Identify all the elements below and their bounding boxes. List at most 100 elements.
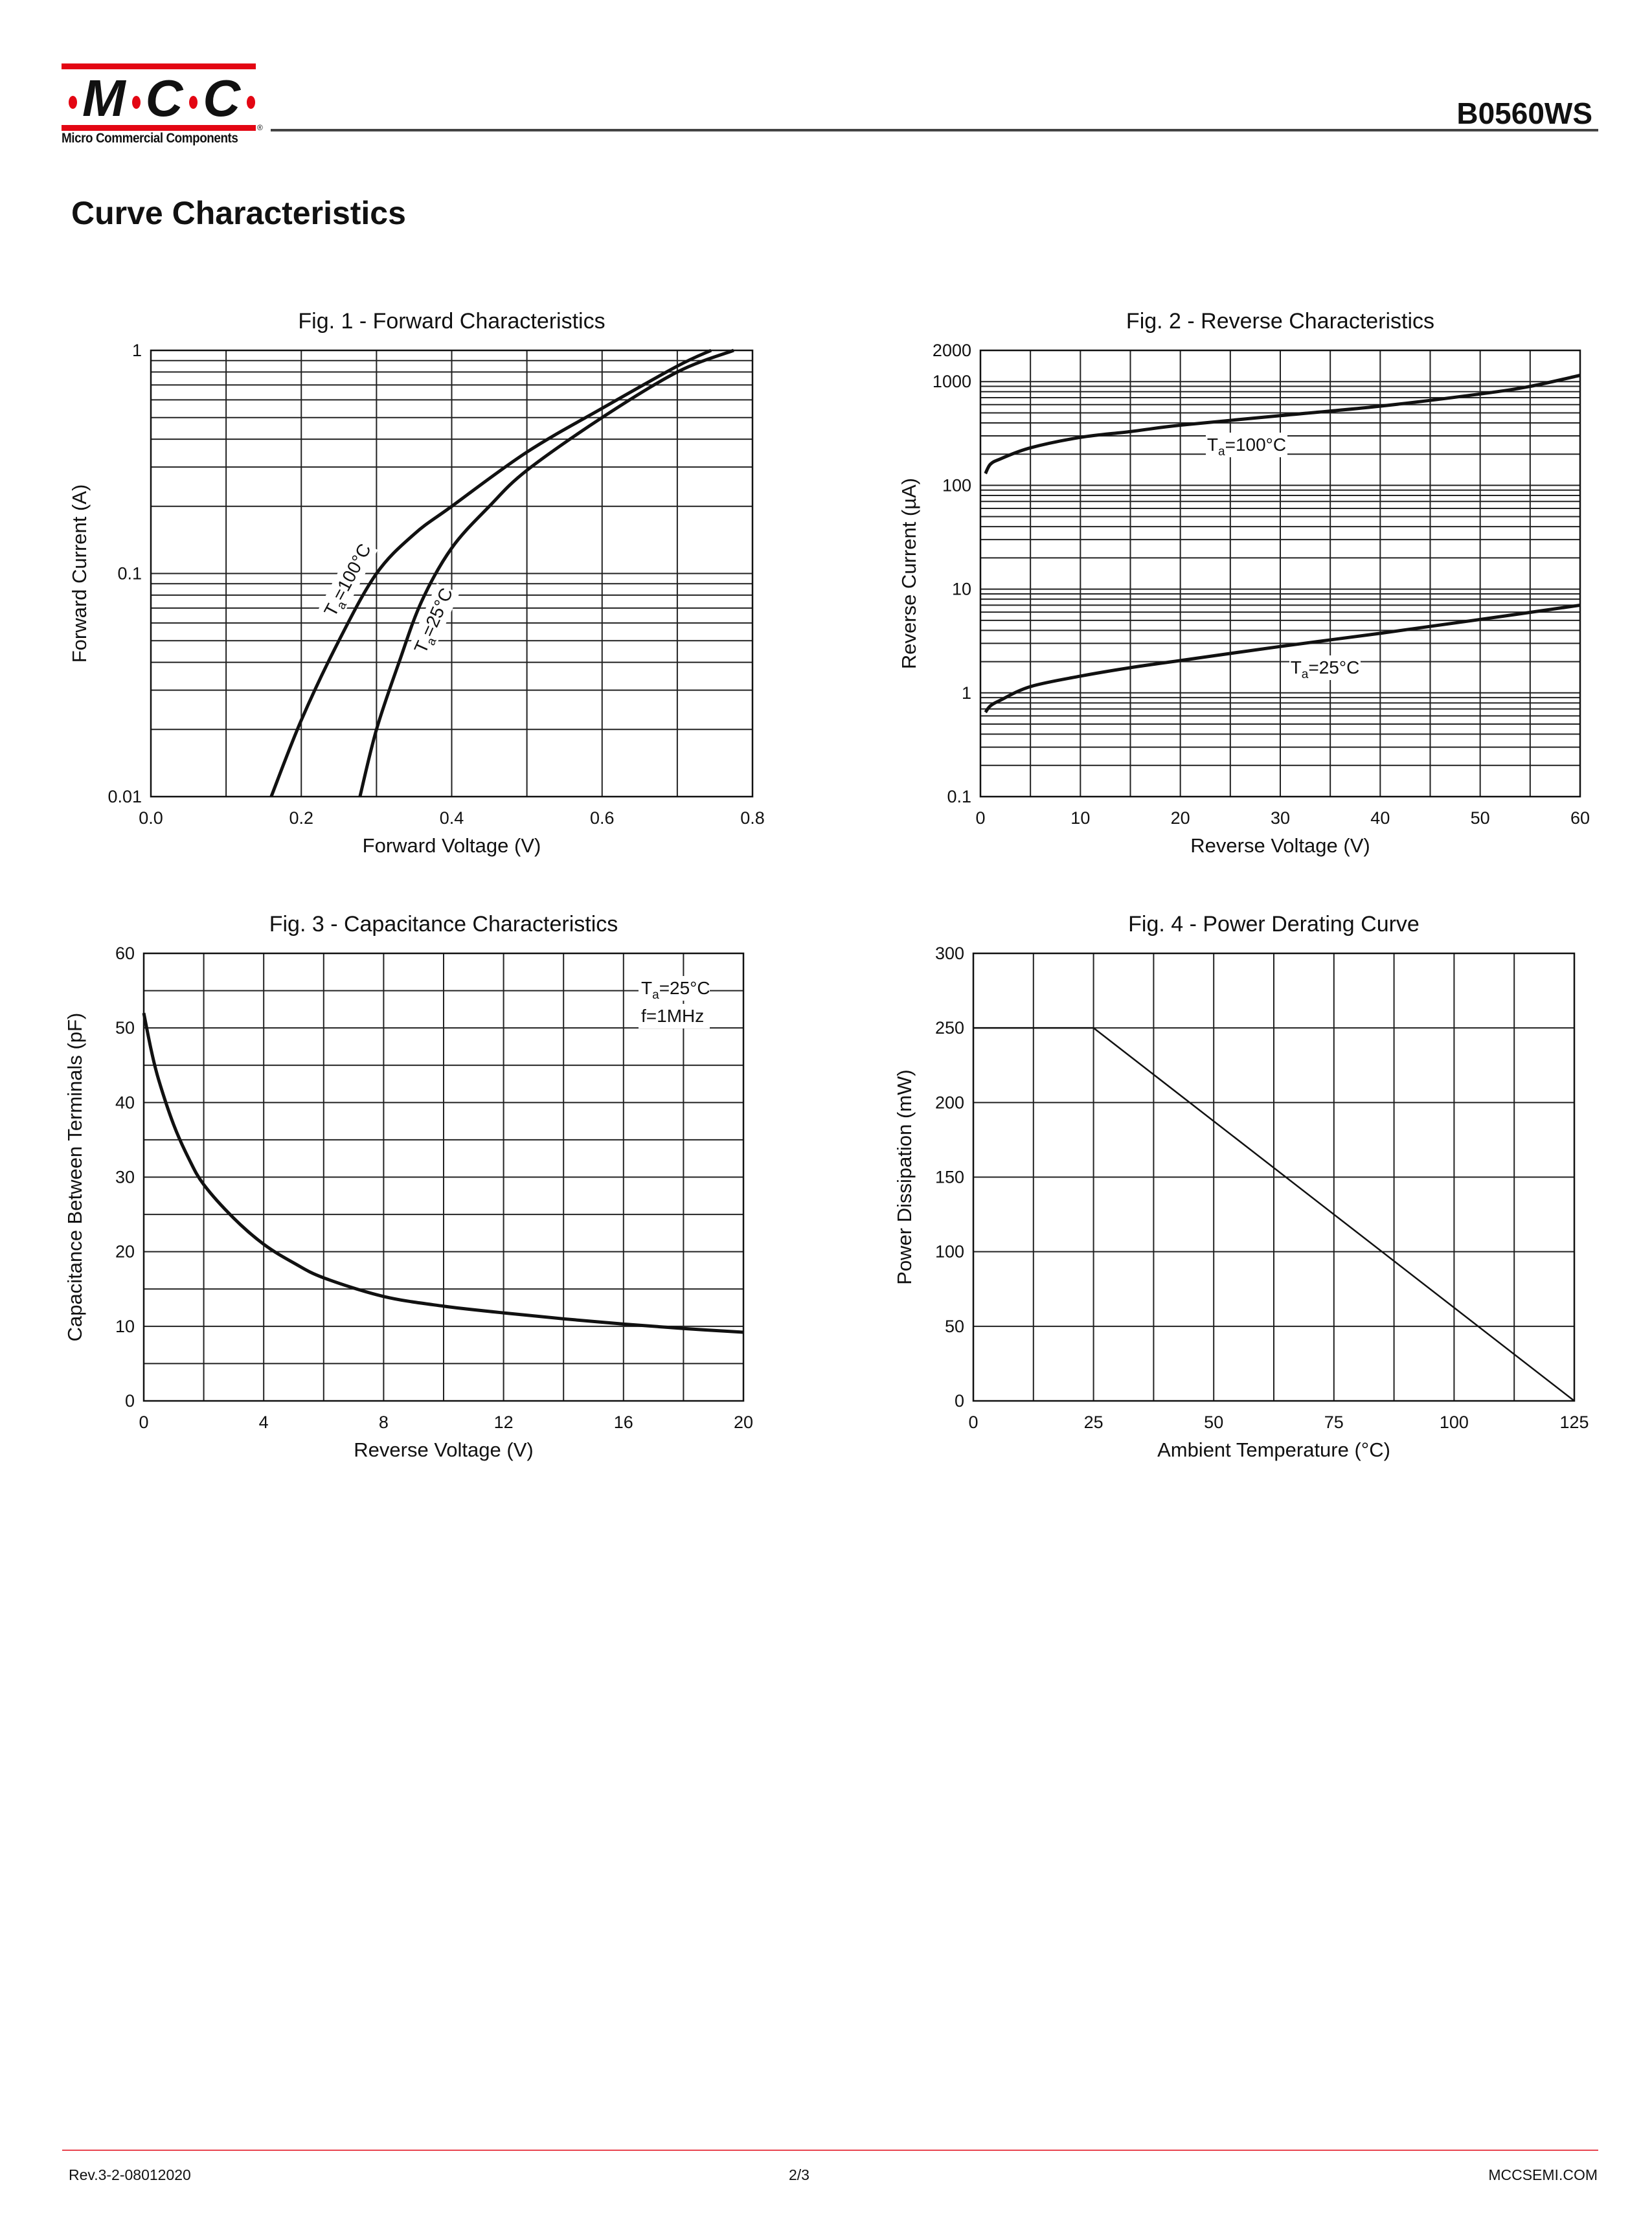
series-label: Ta=25°C xyxy=(641,978,710,1002)
y-tick-label: 1000 xyxy=(933,372,971,391)
y-axis-label: Power Dissipation (mW) xyxy=(893,1069,916,1284)
series-label-main: T xyxy=(641,978,652,998)
y-tick-label: 30 xyxy=(115,1168,135,1187)
series-line-0 xyxy=(984,374,1581,475)
series-label-rest: =25°C xyxy=(1308,657,1359,677)
footer-page: 2/3 xyxy=(789,2166,809,2183)
y-tick-label: 50 xyxy=(115,1018,135,1038)
x-tick-label: 50 xyxy=(1471,808,1490,828)
plot-frame xyxy=(142,952,745,1402)
y-tick-label: 1 xyxy=(962,683,971,703)
x-tick-label: 0.4 xyxy=(440,808,464,828)
fig2-chart: 0 10 20 30 40 50 60 0.1 1 10 100 1000 2000 Fig. 2 - R… xyxy=(898,309,1590,857)
series-label-main: f=1MHz xyxy=(641,1006,704,1026)
series-label-main: T xyxy=(1291,657,1302,677)
series-label-main: T xyxy=(1207,435,1218,455)
part-number: B0560WS xyxy=(1456,97,1592,130)
y-axis-label: Capacitance Between Terminals (pF) xyxy=(63,1013,86,1342)
x-tick-label: 12 xyxy=(494,1413,514,1432)
footer-website: MCCSEMI.COM xyxy=(1488,2166,1598,2183)
y-tick-label: 60 xyxy=(115,944,135,963)
x-tick-label: 100 xyxy=(1440,1413,1469,1432)
series-line-0 xyxy=(142,1012,744,1334)
chart-title: Fig. 1 - Forward Characteristics xyxy=(298,309,605,334)
fig4-chart: 0 25 50 75 100 125 0 50 100 150 200 250 300 Fig. 4 - … xyxy=(893,912,1589,1461)
x-tick-label: 0.0 xyxy=(139,808,163,828)
series-label-bg xyxy=(317,538,378,622)
x-tick-label: 50 xyxy=(1204,1413,1223,1432)
y-tick-label: 0.01 xyxy=(107,787,142,806)
y-axis-label: Reverse Current (µA) xyxy=(898,478,920,669)
x-tick-label: 16 xyxy=(614,1413,633,1432)
x-tick-label: 10 xyxy=(1070,808,1090,828)
series-line-1 xyxy=(984,603,1581,714)
fig3-chart: 0 4 8 12 16 20 0 10 20 30 40 50 60 Fig. 3 - Capacitan… xyxy=(63,912,753,1461)
x-tick-label: 4 xyxy=(259,1413,269,1432)
x-tick-label: 40 xyxy=(1370,808,1390,828)
y-tick-label: 10 xyxy=(952,580,971,599)
series-label: Ta=100°C xyxy=(1207,435,1286,459)
x-tick-label: 8 xyxy=(379,1413,389,1432)
logo-subtitle: Micro Commercial Components xyxy=(62,131,238,146)
plot-frame xyxy=(979,349,1581,798)
footer-revision: Rev.3-2-08012020 xyxy=(69,2166,191,2183)
chart-title: Fig. 3 - Capacitance Characteristics xyxy=(269,912,618,937)
x-tick-label: 0 xyxy=(139,1413,148,1432)
y-tick-label: 100 xyxy=(942,475,971,495)
series-label-bg xyxy=(1289,655,1361,680)
y-tick-label: 50 xyxy=(945,1317,964,1336)
chart-title: Fig. 2 - Reverse Characteristics xyxy=(1126,309,1434,334)
series-line-0 xyxy=(973,1027,1575,1402)
x-tick-label: 20 xyxy=(1171,808,1190,828)
logo-bottom-bar xyxy=(62,125,256,131)
registered-mark: ® xyxy=(257,123,263,132)
x-tick-label: 20 xyxy=(734,1413,753,1432)
y-tick-label: 1 xyxy=(132,341,142,360)
series-label-rest: =25°C xyxy=(659,978,710,998)
series-label: Ta=25°C xyxy=(1291,657,1360,681)
y-tick-label: 0 xyxy=(125,1391,135,1411)
x-axis-label: Reverse Voltage (V) xyxy=(354,1438,533,1461)
y-tick-label: 20 xyxy=(115,1242,135,1262)
plot-frame xyxy=(972,952,1576,1402)
x-tick-label: 0.2 xyxy=(289,808,313,828)
series-label-sub: a xyxy=(1302,668,1309,681)
series-label-bg xyxy=(639,1004,710,1028)
x-tick-label: 0.8 xyxy=(740,808,765,828)
series-line-1 xyxy=(358,348,734,797)
x-tick-label: 0 xyxy=(975,808,985,828)
x-axis-label: Forward Voltage (V) xyxy=(363,834,541,857)
header-divider xyxy=(271,129,1598,131)
section-title: Curve Characteristics xyxy=(71,195,406,231)
y-tick-label: 0.1 xyxy=(947,787,971,806)
series-label: Ta=25°C xyxy=(410,585,460,657)
footer-divider xyxy=(62,2150,1598,2151)
x-axis-label: Ambient Temperature (°C) xyxy=(1157,1438,1390,1461)
y-tick-label: 0.1 xyxy=(117,564,142,584)
y-tick-label: 150 xyxy=(935,1168,964,1187)
series-label-rest: =100°C xyxy=(1225,435,1287,455)
series-label-sub: a xyxy=(652,988,659,1002)
x-tick-label: 125 xyxy=(1559,1413,1589,1432)
plot-frame xyxy=(150,349,754,798)
y-tick-label: 0 xyxy=(955,1391,964,1411)
x-tick-label: 75 xyxy=(1324,1413,1344,1432)
chart-title: Fig. 4 - Power Derating Curve xyxy=(1128,912,1420,937)
y-tick-label: 200 xyxy=(935,1093,964,1112)
series-line-0 xyxy=(269,348,712,797)
series-label-sub: a xyxy=(1218,445,1225,459)
y-tick-label: 250 xyxy=(935,1018,964,1038)
y-tick-label: 300 xyxy=(935,944,964,963)
x-tick-label: 30 xyxy=(1271,808,1290,828)
y-axis-label: Forward Current (A) xyxy=(68,484,91,663)
x-tick-label: 25 xyxy=(1084,1413,1103,1432)
x-tick-label: 60 xyxy=(1570,808,1590,828)
x-axis-label: Reverse Voltage (V) xyxy=(1190,834,1370,857)
series-label-bg xyxy=(408,583,460,659)
series-label-bg xyxy=(1206,433,1287,457)
logo-top-bar xyxy=(62,63,256,69)
x-tick-label: 0.6 xyxy=(590,808,615,828)
x-tick-label: 0 xyxy=(968,1413,978,1432)
